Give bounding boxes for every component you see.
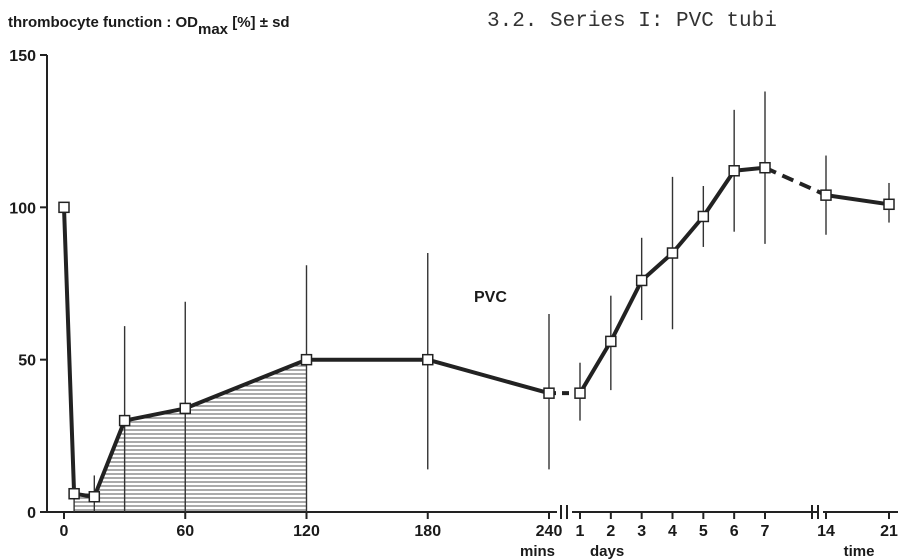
data-point-marker bbox=[728, 165, 740, 177]
x-tick-label: 7 bbox=[761, 523, 770, 540]
x-tick-label: 14 bbox=[817, 523, 835, 540]
x-tick-label: 2 bbox=[606, 523, 615, 540]
x-unit-label: mins bbox=[520, 543, 555, 560]
x-tick-label: 21 bbox=[880, 523, 898, 540]
x-tick-label: 180 bbox=[414, 523, 441, 540]
y-axis-title-main: thrombocyte function : OD bbox=[8, 14, 198, 31]
y-tick-label: 100 bbox=[9, 200, 36, 217]
data-point-marker bbox=[883, 198, 895, 211]
data-point-marker bbox=[88, 491, 101, 503]
data-point-marker bbox=[759, 161, 771, 174]
x-tick-label: 0 bbox=[60, 523, 69, 540]
data-point-marker bbox=[118, 414, 131, 427]
x-tick-label: 240 bbox=[536, 523, 563, 540]
data-point-marker bbox=[820, 189, 832, 201]
pvc-annotation: PVC bbox=[474, 289, 507, 306]
x-tick-label: 1 bbox=[576, 523, 585, 540]
axes-group bbox=[40, 54, 898, 519]
x-tick-label: 6 bbox=[730, 523, 739, 540]
x-tick-label: 5 bbox=[699, 523, 708, 540]
tick-labels-group: 0 50 100 150 0 60 120 180 240 mins 1 2 3 4 5 6 7 days 14 21… bbox=[9, 48, 898, 560]
x-tick-label: 120 bbox=[293, 523, 320, 540]
data-point-marker bbox=[422, 353, 434, 366]
y-axis-title: thrombocyte function : ODmax [%] ± sd bbox=[8, 14, 290, 38]
x-tick-label: 4 bbox=[668, 523, 677, 540]
data-point-marker bbox=[543, 387, 555, 399]
data-point-marker bbox=[68, 487, 80, 500]
series-line bbox=[825, 193, 890, 207]
y-tick-label: 0 bbox=[27, 505, 36, 522]
data-point-marker bbox=[179, 402, 191, 415]
x-unit-label: days bbox=[590, 543, 624, 560]
data-point-marker bbox=[300, 353, 313, 366]
break-connector bbox=[764, 165, 827, 197]
data-point-marker bbox=[58, 201, 70, 214]
x-tick-label: 60 bbox=[176, 523, 194, 540]
data-point-marker bbox=[635, 274, 648, 287]
x-unit-label: time bbox=[844, 543, 875, 560]
y-axis-title-subscript: max bbox=[198, 21, 229, 38]
data-point-marker bbox=[666, 247, 679, 259]
data-point-marker bbox=[697, 210, 710, 223]
page-header-text: 3.2. Series I: PVC tubi bbox=[487, 10, 777, 33]
y-axis-title-suffix: [%] ± sd bbox=[228, 14, 290, 31]
x-tick-label: 3 bbox=[637, 523, 646, 540]
data-markers-group bbox=[58, 161, 895, 503]
y-tick-label: 150 bbox=[9, 48, 36, 65]
data-point-marker bbox=[574, 387, 586, 399]
data-point-marker bbox=[605, 335, 617, 348]
y-tick-label: 50 bbox=[18, 353, 36, 370]
shaded-area-group bbox=[74, 361, 307, 511]
